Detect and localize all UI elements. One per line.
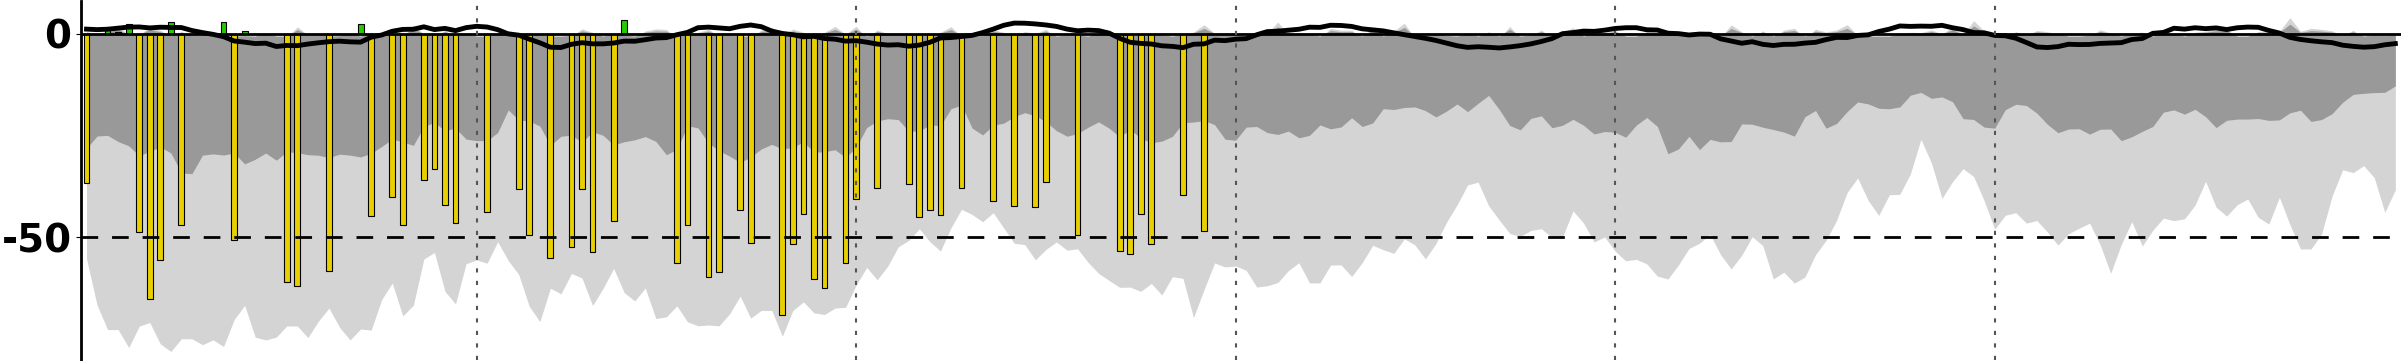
Bar — [1074, 34, 1081, 235]
Bar — [958, 34, 966, 188]
Bar — [778, 34, 785, 315]
Bar — [243, 31, 247, 34]
Bar — [1201, 34, 1206, 231]
Bar — [327, 34, 331, 271]
Bar — [399, 34, 406, 226]
Bar — [221, 22, 226, 34]
Bar — [178, 34, 185, 225]
Bar — [1117, 34, 1122, 251]
Bar — [106, 29, 110, 34]
Bar — [432, 34, 437, 169]
Bar — [853, 34, 860, 199]
Bar — [906, 34, 913, 184]
Bar — [526, 34, 533, 235]
Bar — [706, 34, 711, 277]
Bar — [843, 34, 848, 263]
Bar — [622, 20, 627, 34]
Bar — [1179, 34, 1187, 195]
Bar — [168, 22, 173, 34]
Bar — [1042, 34, 1050, 182]
Bar — [610, 34, 617, 221]
Bar — [485, 34, 490, 212]
Bar — [548, 34, 552, 258]
Bar — [812, 34, 817, 279]
Bar — [125, 24, 132, 34]
Bar — [937, 34, 944, 215]
Bar — [137, 34, 142, 232]
Bar — [1033, 34, 1038, 208]
Bar — [295, 34, 300, 286]
Bar — [716, 34, 723, 272]
Bar — [231, 34, 238, 240]
Bar — [927, 34, 932, 210]
Bar — [389, 34, 396, 197]
Bar — [420, 34, 428, 180]
Bar — [588, 34, 596, 252]
Bar — [159, 34, 163, 261]
Bar — [147, 34, 154, 299]
Bar — [685, 34, 689, 225]
Bar — [368, 34, 375, 216]
Bar — [990, 34, 997, 201]
Bar — [1148, 34, 1155, 244]
Bar — [1011, 34, 1016, 206]
Bar — [579, 34, 586, 189]
Bar — [452, 34, 459, 223]
Bar — [283, 34, 291, 282]
Bar — [821, 34, 826, 288]
Bar — [1127, 34, 1134, 253]
Bar — [747, 34, 754, 243]
Bar — [569, 34, 574, 247]
Bar — [790, 34, 795, 244]
Bar — [1139, 34, 1143, 214]
Bar — [737, 34, 742, 210]
Bar — [442, 34, 447, 205]
Bar — [800, 34, 807, 214]
Bar — [516, 34, 521, 189]
Bar — [874, 34, 879, 188]
Bar — [115, 31, 120, 34]
Bar — [84, 34, 89, 183]
Bar — [358, 24, 363, 34]
Bar — [918, 34, 922, 217]
Bar — [675, 34, 680, 263]
